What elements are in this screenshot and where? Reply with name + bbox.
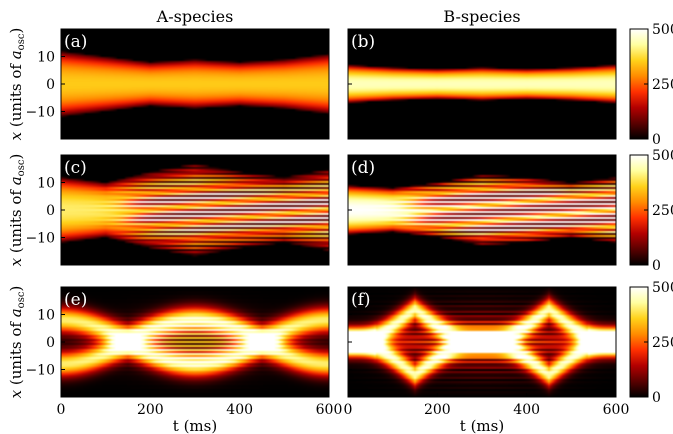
- colorbar-tick-label: 0: [652, 132, 661, 148]
- panel-a: (a) 10 0 −10x (units of aosc): [7, 28, 330, 141]
- heatmap-a: [61, 29, 329, 139]
- x-tick-label: 400: [226, 402, 253, 418]
- y-axis-title: x (units of aosc): [7, 28, 27, 141]
- y-tick-label: 0: [46, 335, 55, 351]
- colorbar-tick-label: 250: [652, 203, 673, 219]
- colorbar-tick-label: 500: [652, 148, 673, 164]
- heatmap-d: [348, 155, 616, 265]
- y-tick-label: −10: [25, 363, 55, 379]
- x-axis-title: t (ms): [173, 417, 217, 434]
- colorbar-tick-label: 0: [652, 258, 661, 274]
- x-tick-label: 600: [603, 402, 630, 418]
- y-tick-label: 10: [37, 308, 55, 324]
- panel-label-d: (d): [351, 158, 375, 178]
- panel-label-e: (e): [64, 290, 87, 310]
- y-tick-label: 10: [37, 50, 55, 66]
- y-tick-label: −10: [25, 231, 55, 247]
- colorbar-tick-label: 250: [652, 77, 673, 93]
- y-tick-label: 0: [46, 203, 55, 219]
- panel-label-c: (c): [64, 158, 87, 178]
- panel-e: (e) 10 0 −10 0 200 400 600 t (ms) x (units of aos…: [7, 286, 342, 434]
- y-axis-title: x (units of aosc): [7, 286, 27, 399]
- colorbar-tick-label: 0: [652, 390, 661, 406]
- colorbar-2: 500 250 0: [629, 148, 673, 274]
- x-tick-label: 600: [316, 402, 343, 418]
- panel-f: (f) 0 200 400 600 t (ms): [344, 286, 630, 434]
- x-tick-label: 0: [57, 402, 66, 418]
- x-tick-label: 200: [424, 402, 451, 418]
- heatmap-c: [61, 155, 329, 265]
- x-tick-label: 200: [137, 402, 164, 418]
- panel-b: (b): [347, 28, 617, 140]
- y-axis-title: x (units of aosc): [7, 154, 27, 267]
- panel-label-b: (b): [351, 32, 375, 52]
- y-tick-label: −10: [25, 105, 55, 121]
- heatmap-e: [61, 287, 329, 397]
- heatmap-b: [348, 29, 616, 139]
- colorbar-tick-label: 500: [652, 280, 673, 296]
- column-title-b-species: B-species: [443, 7, 520, 26]
- x-axis-title: t (ms): [460, 417, 504, 434]
- colorbar-tick-label: 500: [652, 22, 673, 38]
- colorbar-3: 500 250 0: [629, 280, 673, 406]
- panel-label-a: (a): [64, 32, 87, 52]
- panel-c: (c) 10 0 −10x (units of aosc): [7, 154, 330, 267]
- column-title-a-species: A-species: [156, 7, 234, 26]
- x-tick-label: 400: [513, 402, 540, 418]
- heatmap-f: [348, 287, 616, 397]
- y-tick-label: 10: [37, 176, 55, 192]
- panel-label-f: (f): [351, 290, 371, 310]
- colorbar-tick-label: 250: [652, 335, 673, 351]
- x-tick-label: 0: [344, 402, 353, 418]
- panel-d: (d): [347, 154, 617, 266]
- y-tick-label: 0: [46, 77, 55, 93]
- colorbar-1: 500 250 0: [629, 22, 673, 148]
